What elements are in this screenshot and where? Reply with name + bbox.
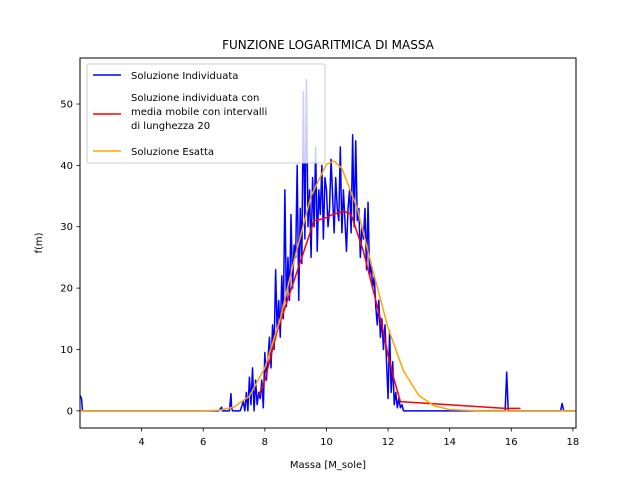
x-tick-label: 14 [443, 437, 456, 448]
y-tick-label: 20 [60, 284, 73, 295]
series-media-mobile [257, 210, 521, 410]
legend-label-soluzione-esatta: Soluzione Esatta [131, 147, 214, 158]
x-axis: 4 6 8 10 12 14 16 18 [138, 428, 579, 448]
y-tick-label: 10 [60, 345, 73, 356]
y-tick-label: 0 [67, 406, 73, 417]
y-axis-label: f(m) [34, 232, 45, 253]
x-axis-label: Massa [M_sole] [290, 460, 366, 471]
x-tick-label: 10 [320, 437, 333, 448]
legend: Soluzione Individuata Soluzione individu… [86, 63, 326, 164]
plot-frame [79, 57, 577, 429]
y-tick-label: 30 [60, 222, 73, 233]
series-soluzione-esatta [80, 160, 576, 412]
x-tick-label: 12 [382, 437, 395, 448]
y-tick-label: 50 [60, 100, 73, 111]
series-layer [80, 78, 576, 412]
legend-label-media-mobile: Soluzione individuata con media mobile c… [131, 93, 270, 132]
chart-title: FUNZIONE LOGARITMICA DI MASSA [222, 38, 435, 52]
x-tick-label: 6 [200, 437, 206, 448]
legend-label-soluzione-individuata: Soluzione Individuata [131, 71, 238, 82]
legend-box [86, 63, 326, 164]
x-tick-label: 8 [262, 437, 268, 448]
y-axis: 0 10 20 30 40 50 [60, 100, 80, 417]
x-tick-label: 16 [505, 437, 518, 448]
y-tick-label: 40 [60, 161, 73, 172]
x-tick-label: 4 [138, 437, 144, 448]
series-soluzione-individuata [80, 78, 576, 412]
x-tick-label: 18 [567, 437, 580, 448]
